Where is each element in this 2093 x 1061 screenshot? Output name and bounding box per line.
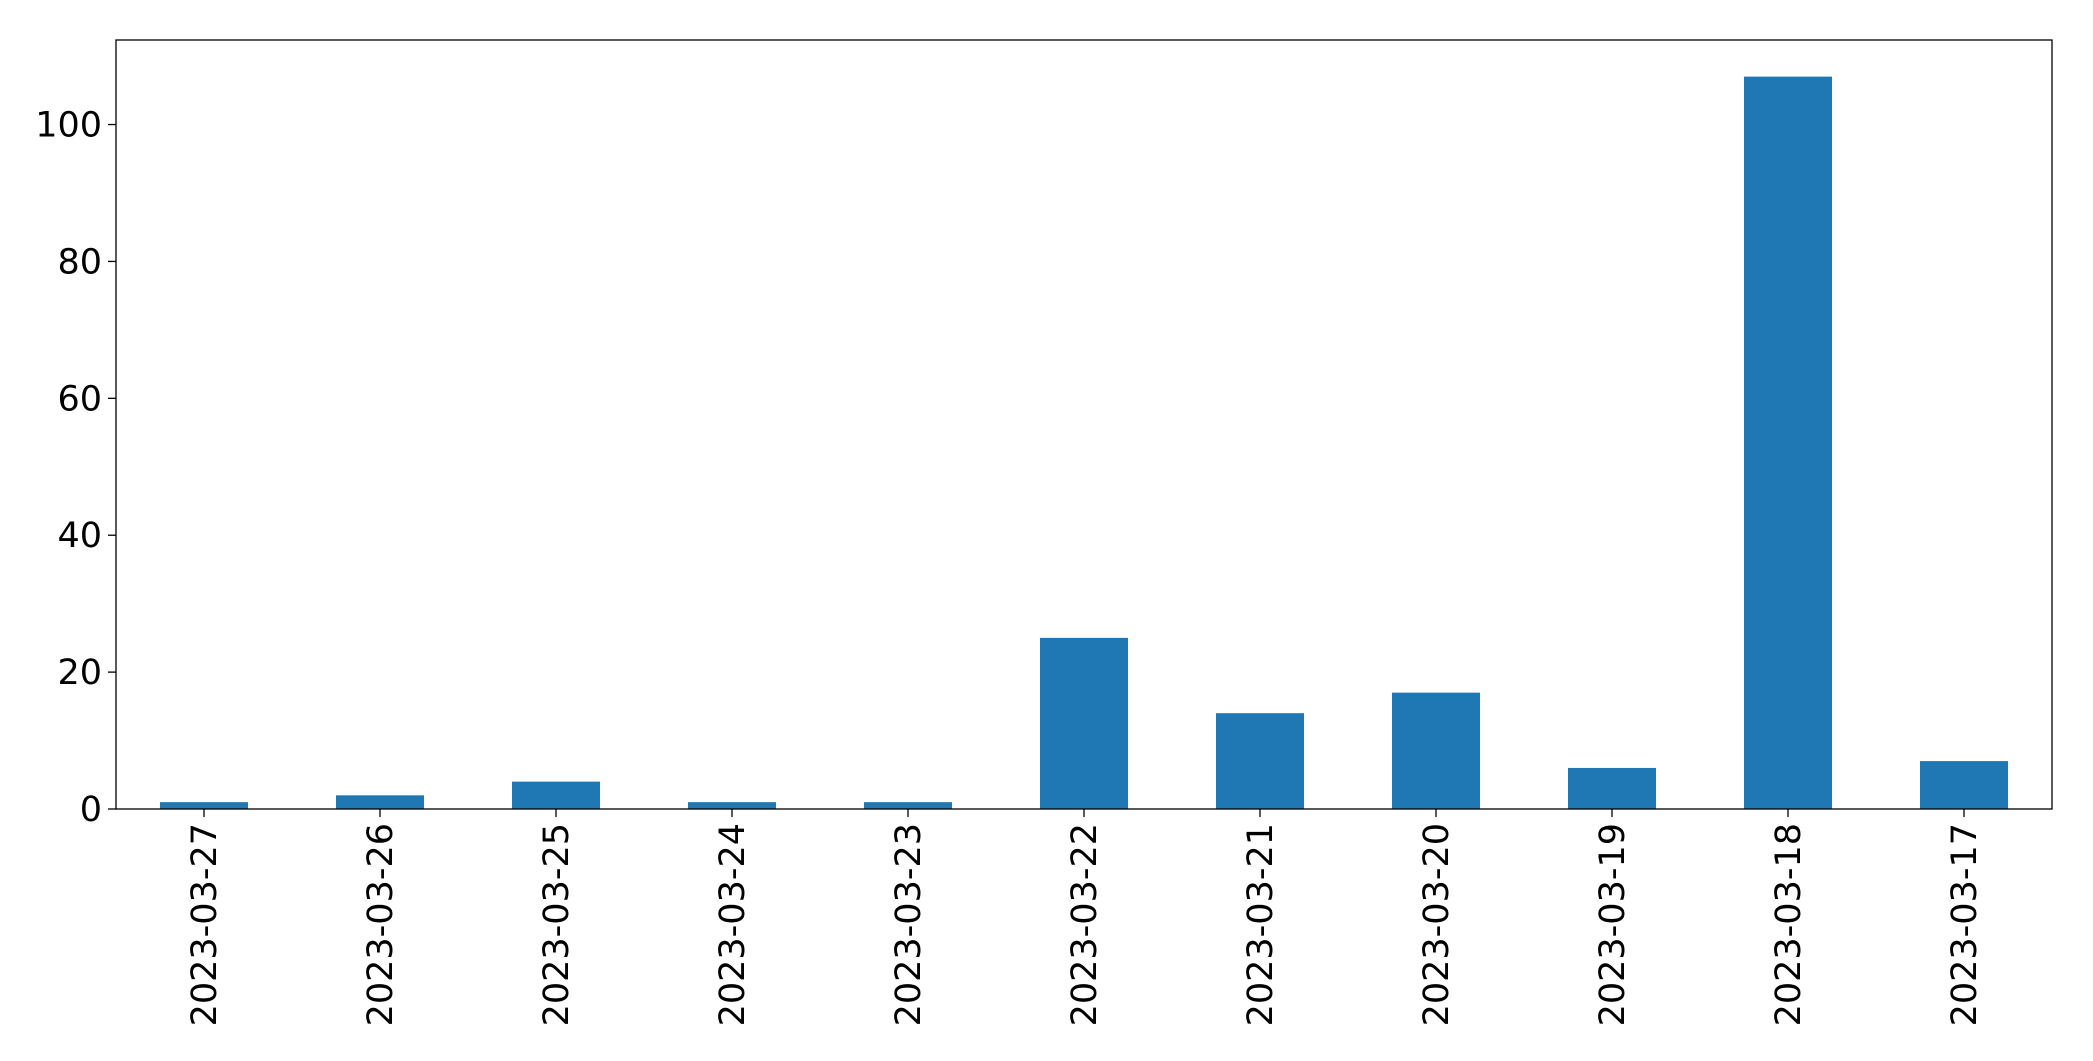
bar — [1040, 637, 1128, 809]
x-tick-label: 2023-03-18 — [1769, 823, 1809, 1026]
bar — [1392, 692, 1480, 809]
y-tick-label: 20 — [57, 653, 102, 693]
x-tick-label: 2023-03-20 — [1417, 823, 1457, 1026]
y-tick-label: 60 — [57, 379, 102, 419]
x-tick-label: 2023-03-22 — [1065, 823, 1105, 1026]
x-tick-label: 2023-03-21 — [1241, 823, 1281, 1026]
x-tick-label: 2023-03-19 — [1593, 823, 1633, 1026]
bar — [864, 802, 952, 809]
bar — [1920, 761, 2008, 809]
bar — [688, 802, 776, 809]
axes-frame — [115, 39, 2053, 810]
y-tick-label: 40 — [57, 516, 102, 556]
x-tick-label: 2023-03-25 — [537, 823, 577, 1026]
y-tick-label: 100 — [35, 106, 102, 146]
x-tick-label: 2023-03-17 — [1945, 823, 1985, 1026]
x-tick-label: 2023-03-24 — [713, 823, 753, 1026]
bar — [160, 802, 248, 809]
plot-area: 0 20 40 60 80 100 2023-03-27 2023-03-26 2023-03-… — [35, 76, 2008, 1026]
x-tick-label: 2023-03-26 — [361, 823, 401, 1026]
x-tick-label: 2023-03-23 — [889, 823, 929, 1026]
bar — [512, 781, 600, 809]
bar — [336, 795, 424, 809]
bar — [1744, 76, 1832, 810]
x-tick-label: 2023-03-27 — [185, 823, 225, 1026]
bar — [1568, 767, 1656, 809]
y-tick-label: 0 — [80, 790, 102, 830]
bar — [1216, 713, 1304, 809]
y-tick-label: 80 — [57, 242, 102, 282]
